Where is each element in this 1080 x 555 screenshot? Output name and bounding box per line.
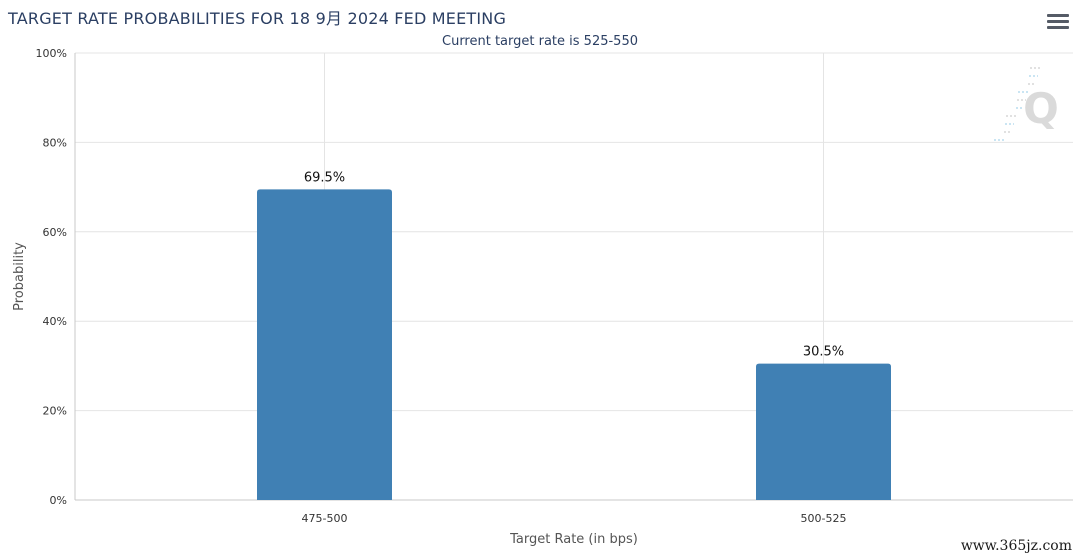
y-tick-label: 40% — [43, 315, 67, 328]
x-tick-label: 500-525 — [801, 512, 847, 525]
bar-475-500 — [257, 189, 392, 500]
y-tick-label: 60% — [43, 226, 67, 239]
y-tick-label: 20% — [43, 405, 67, 418]
bar-500-525 — [756, 363, 891, 500]
chart-subtitle: Current target rate is 525-550 — [442, 34, 638, 49]
hamburger-menu-icon[interactable] — [1047, 14, 1069, 34]
x-axis-title: Target Rate (in bps) — [509, 532, 638, 547]
svg-text:Q: Q — [1023, 84, 1059, 133]
data-label: 69.5% — [304, 170, 345, 185]
watermark-text: www.365jz.com — [960, 538, 1072, 554]
chart-title: TARGET RATE PROBABILITIES FOR 18 9月 2024… — [8, 9, 507, 28]
y-tick-label: 100% — [36, 47, 67, 60]
logo-icon: Q — [994, 67, 1059, 141]
y-tick-label: 80% — [43, 136, 67, 149]
y-axis-title: Probability — [12, 242, 27, 311]
x-tick-label: 475-500 — [302, 512, 348, 525]
data-label: 30.5% — [803, 345, 844, 360]
y-tick-label: 0% — [50, 494, 67, 507]
